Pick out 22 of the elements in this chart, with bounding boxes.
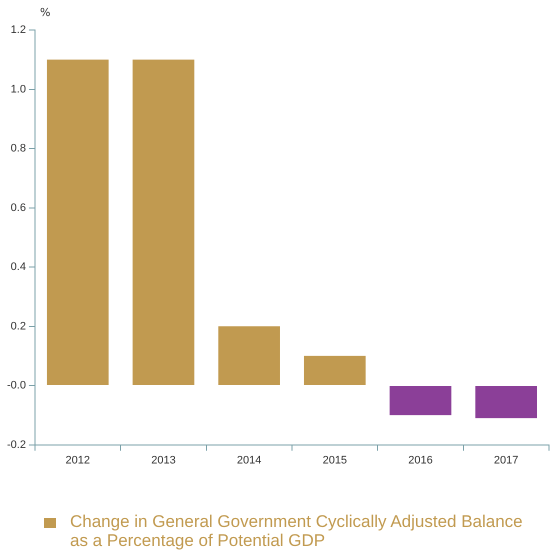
y-tick-label: 0.2 xyxy=(10,320,26,332)
x-tick-label: 2013 xyxy=(151,454,176,466)
bar xyxy=(475,386,538,418)
y-tick-label: -0.0 xyxy=(6,380,26,392)
y-tick-label: 0.8 xyxy=(10,142,26,155)
bar xyxy=(132,60,194,386)
x-tick-label: 2016 xyxy=(408,454,433,466)
x-tick-label: 2017 xyxy=(494,454,518,466)
y-tick-label: -0.2 xyxy=(6,438,26,451)
y-tick-label: 0.6 xyxy=(10,202,26,214)
bar xyxy=(390,386,452,416)
bar xyxy=(304,356,366,386)
x-tick-label: 2012 xyxy=(66,454,90,466)
x-tick-label: 2014 xyxy=(236,454,262,466)
y-tick-label: 1.2 xyxy=(10,24,26,36)
bar xyxy=(218,326,280,386)
bar xyxy=(46,60,109,386)
y-tick-label: 0.4 xyxy=(10,261,26,274)
legend-label: Change in General Government Cyclically Adjusted Balance as a Percentage of Potential GDP xyxy=(70,512,524,550)
y-axis-title: % xyxy=(40,6,50,19)
x-tick-label: 2015 xyxy=(322,454,348,466)
y-tick-label: 1.0 xyxy=(10,83,26,96)
